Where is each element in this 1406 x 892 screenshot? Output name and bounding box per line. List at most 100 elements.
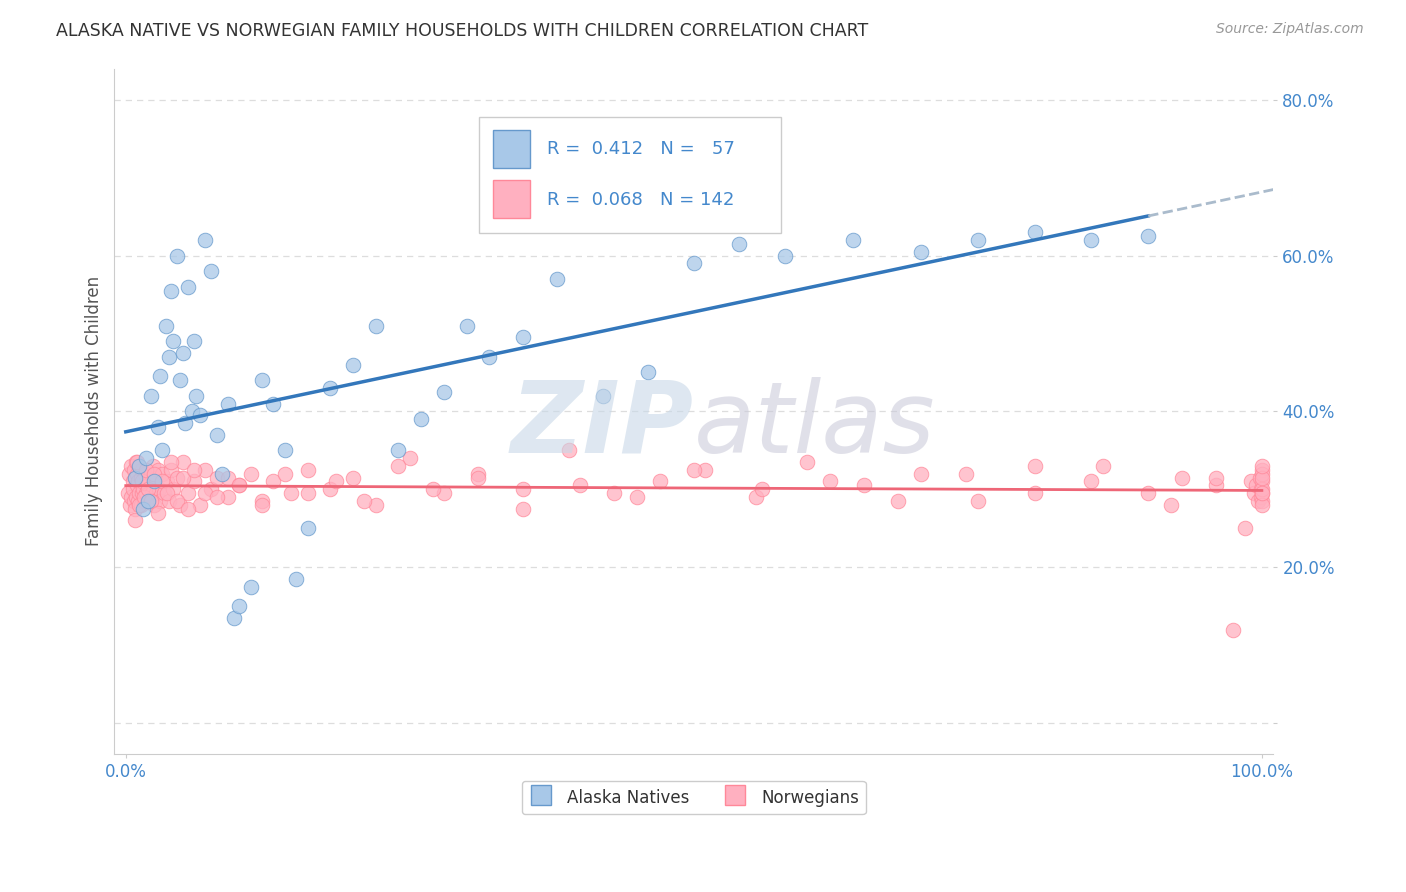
- Point: [512, 501, 534, 516]
- Point: [910, 244, 932, 259]
- Point: [1160, 498, 1182, 512]
- Point: [353, 494, 375, 508]
- Point: [124, 470, 146, 484]
- Point: [194, 233, 217, 247]
- Point: [1250, 463, 1272, 477]
- Point: [682, 256, 704, 270]
- Point: [150, 475, 173, 489]
- Point: [297, 486, 319, 500]
- Point: [1137, 486, 1160, 500]
- Point: [387, 443, 409, 458]
- Point: [135, 463, 157, 477]
- Point: [132, 494, 155, 508]
- Point: [467, 470, 489, 484]
- Point: [1233, 521, 1256, 535]
- Point: [547, 272, 569, 286]
- Point: [592, 389, 614, 403]
- Point: [325, 475, 347, 489]
- Point: [1250, 475, 1272, 489]
- Point: [398, 451, 420, 466]
- Point: [138, 483, 160, 497]
- FancyBboxPatch shape: [494, 180, 530, 218]
- Point: [141, 486, 163, 500]
- Point: [200, 264, 222, 278]
- Point: [285, 572, 308, 586]
- Point: [205, 470, 228, 484]
- Point: [297, 463, 319, 477]
- Point: [342, 358, 364, 372]
- Point: [1205, 478, 1227, 492]
- Point: [122, 494, 145, 508]
- Point: [143, 498, 166, 512]
- Point: [143, 467, 166, 481]
- Point: [153, 486, 176, 500]
- Point: [188, 409, 211, 423]
- Point: [142, 458, 165, 473]
- Point: [512, 330, 534, 344]
- Point: [125, 455, 148, 469]
- Point: [127, 475, 149, 489]
- Point: [966, 494, 988, 508]
- Point: [818, 475, 841, 489]
- Point: [138, 494, 160, 508]
- Point: [745, 490, 768, 504]
- Point: [1080, 475, 1102, 489]
- FancyBboxPatch shape: [494, 130, 530, 168]
- Point: [149, 369, 172, 384]
- Point: [160, 284, 183, 298]
- Point: [121, 483, 143, 497]
- Point: [120, 490, 142, 504]
- Point: [150, 467, 173, 481]
- Point: [239, 467, 262, 481]
- Point: [136, 475, 159, 489]
- Point: [157, 494, 180, 508]
- Text: Source: ZipAtlas.com: Source: ZipAtlas.com: [1216, 22, 1364, 37]
- Point: [138, 494, 160, 508]
- Point: [222, 611, 245, 625]
- Point: [1024, 458, 1046, 473]
- Point: [1250, 467, 1272, 481]
- Point: [156, 475, 179, 489]
- Point: [127, 467, 149, 481]
- Point: [128, 458, 150, 473]
- Point: [887, 494, 910, 508]
- Point: [319, 483, 342, 497]
- Point: [1239, 475, 1261, 489]
- Point: [129, 470, 152, 484]
- Point: [512, 483, 534, 497]
- Point: [169, 498, 191, 512]
- Point: [955, 467, 977, 481]
- Point: [128, 486, 150, 500]
- Point: [728, 236, 751, 251]
- Point: [194, 463, 217, 477]
- Point: [194, 486, 217, 500]
- Point: [180, 404, 202, 418]
- Point: [853, 478, 876, 492]
- Point: [478, 350, 501, 364]
- Point: [160, 455, 183, 469]
- Point: [124, 501, 146, 516]
- Point: [1024, 486, 1046, 500]
- Point: [217, 470, 239, 484]
- Point: [145, 486, 167, 500]
- Point: [166, 470, 188, 484]
- Point: [157, 350, 180, 364]
- Point: [211, 467, 233, 481]
- Point: [239, 580, 262, 594]
- Point: [1024, 225, 1046, 239]
- Point: [172, 470, 194, 484]
- Point: [172, 455, 194, 469]
- Point: [456, 318, 478, 333]
- Point: [695, 463, 717, 477]
- Point: [146, 420, 169, 434]
- Point: [626, 490, 648, 504]
- Point: [1250, 490, 1272, 504]
- Point: [173, 416, 195, 430]
- Point: [162, 483, 184, 497]
- Point: [177, 501, 200, 516]
- Point: [128, 498, 150, 512]
- Point: [1250, 494, 1272, 508]
- Point: [143, 475, 166, 489]
- Point: [143, 470, 166, 484]
- Point: [135, 486, 157, 500]
